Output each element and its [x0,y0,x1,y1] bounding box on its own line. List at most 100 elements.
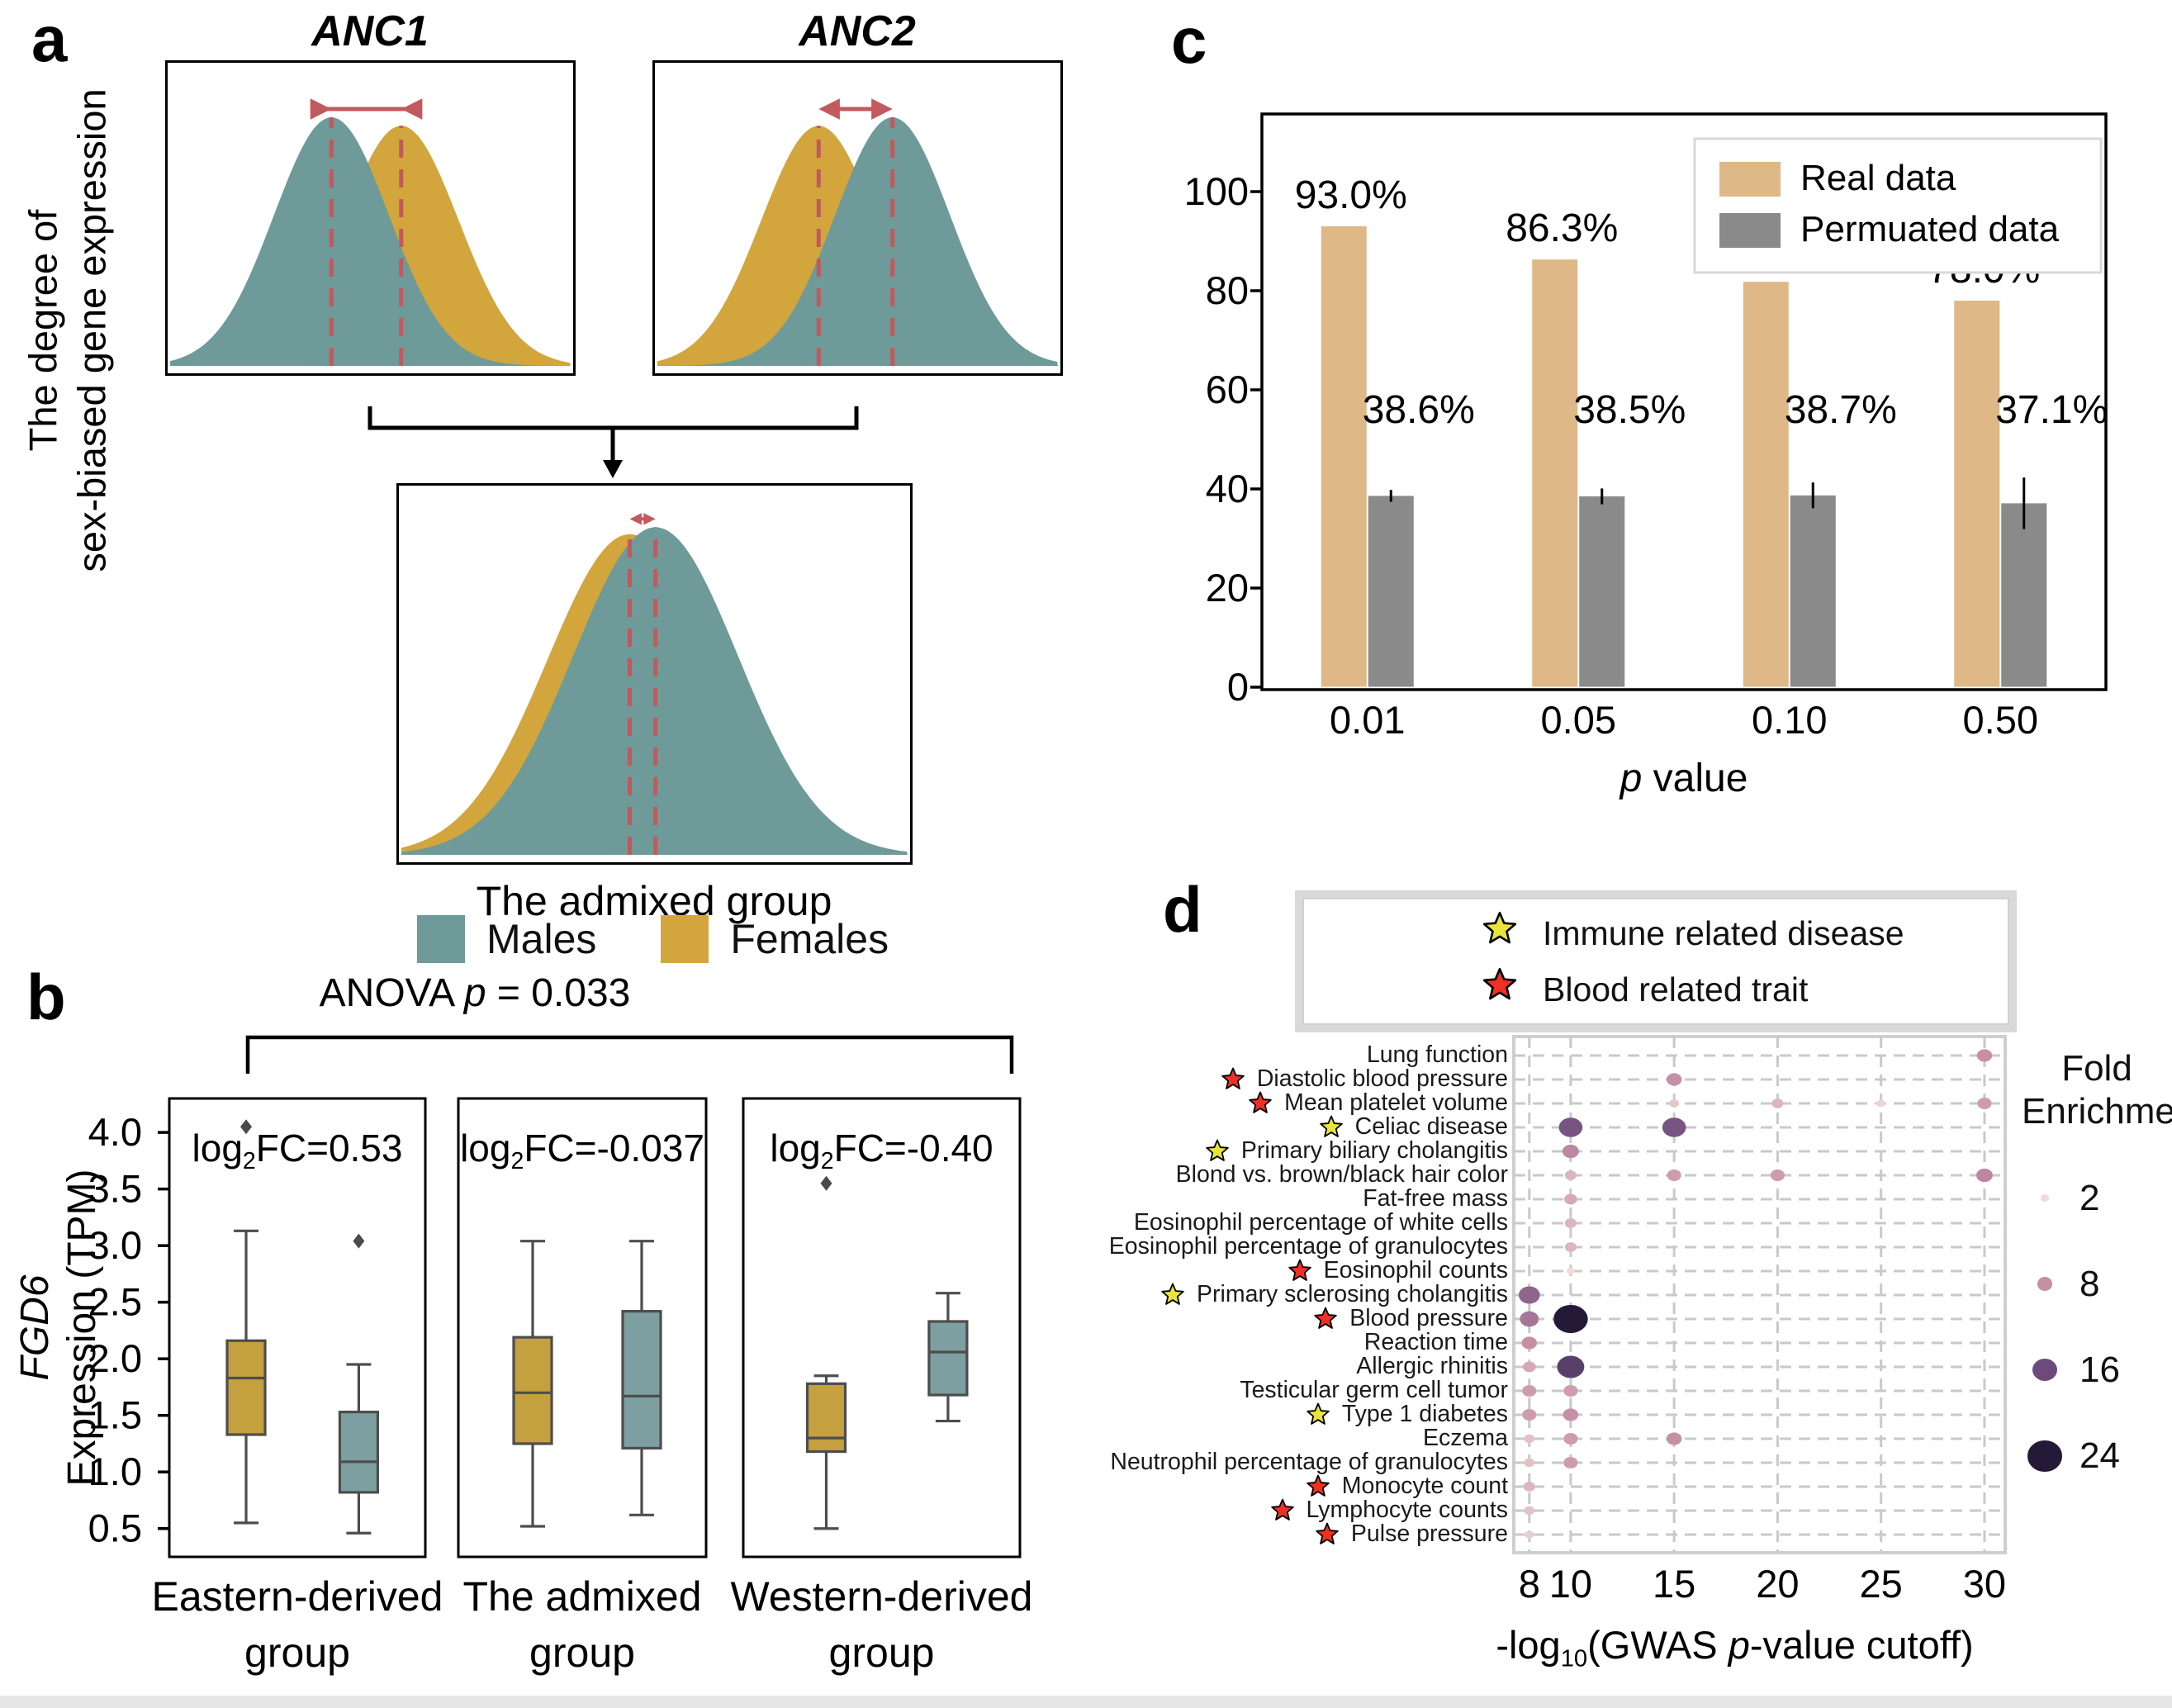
svg-text:0: 0 [1227,665,1249,709]
svg-text:0.01: 0.01 [1330,698,1405,742]
fold-legend-dot [2032,1359,2058,1382]
yellow-star-icon [1319,1115,1343,1137]
trait-row: Blond vs. brown/black hair color [1153,1161,1508,1188]
svg-text:10: 10 [1549,1562,1592,1606]
anc1-title: ANC1 [311,7,429,55]
red-star-icon [1249,1091,1272,1113]
trait-label: Celiac disease [1354,1113,1508,1140]
trait-row: Celiac disease [1153,1113,1508,1140]
trait-row: Eosinophil counts [1153,1257,1508,1283]
svg-text:38.6%: 38.6% [1363,388,1475,432]
trait-row: Monocyte count [1153,1473,1508,1499]
panel-a-y-axis-label-line1: The degree of [21,209,65,452]
panel-a-label: a [31,2,68,75]
red-star-icon [1314,1307,1338,1329]
bar-permuted-0.10 [1790,495,1836,687]
box-males [621,1240,662,1516]
bar-permuted-0.05 [1579,496,1625,687]
panel-b-boxplots: ANOVA p = 0.033 FGD6 Expression (TPM) 4.0 3.… [17,971,1032,1676]
panel-d-trait-labels: Lung function Diastolic blood pressure Mea… [1109,1041,1508,1547]
trait-label: Lung function [1366,1041,1508,1068]
svg-text:ANOVA p = 0.033: ANOVA p = 0.033 [320,971,631,1015]
enrichment-dot [1564,1218,1577,1228]
trait-label: Monocyte count [1341,1473,1508,1499]
boxplot-group-1: log2FC=-0.037 The admixed group [457,1097,708,1676]
enrichment-dot [1525,1530,1534,1539]
females-color-swatch [661,915,709,963]
red-star-icon [1221,1067,1245,1089]
outlier-diamond [820,1175,832,1191]
svg-text:20: 20 [1206,566,1249,610]
svg-text:log2FC=0.53: log2FC=0.53 [192,1127,403,1174]
trait-label: Neutrophil percentage of granulocytes [1110,1449,1508,1475]
svg-text:2.5: 2.5 [88,1280,142,1324]
trait-row: Primary biliary cholangitis [1153,1137,1508,1164]
boxplot-group-0: log2FC=0.53 Eastern-derived group [152,1097,443,1676]
bar-real-0.50 [1954,301,2000,687]
trait-row: Testicular germ cell tumor [1153,1377,1508,1403]
red-star-icon [1316,1522,1339,1544]
fold-legend-item: 24 [2022,1435,2172,1477]
svg-text:1.5: 1.5 [88,1393,142,1437]
trait-row: Mean platelet volume [1153,1089,1508,1116]
bottom-strip [0,1696,2172,1708]
enrichment-dot [1876,1099,1885,1108]
svg-text:FGD6: FGD6 [17,1274,57,1380]
enrichment-dot [1666,1432,1682,1445]
trait-label: Primary sclerosing cholangitis [1197,1281,1508,1307]
admixed-distribution-plot [396,483,913,865]
enrichment-dot [1563,1384,1578,1397]
males-label: Males [486,916,597,962]
svg-text:38.7%: 38.7% [1785,388,1897,432]
svg-text:60: 60 [1206,368,1249,411]
enrichment-dot [1557,1355,1585,1378]
enrichment-dot [1563,1432,1578,1445]
male-distribution [657,117,1058,366]
panel-d-grid [1514,1037,2005,1553]
enrichment-dot [1518,1286,1540,1304]
trait-label: Reaction time [1363,1329,1508,1355]
trait-row: Primary sclerosing cholangitis [1153,1281,1508,1307]
fold-legend-title-line1: Fold [2061,1048,2132,1089]
male-distribution [170,117,571,366]
bar-group-0.05: 86.3% 38.5% 0.05 [1506,206,1686,742]
anc2-title: ANC2 [799,7,916,55]
fold-legend-title-line2: Enrichment [2022,1090,2172,1132]
svg-text:1.0: 1.0 [88,1449,142,1493]
box-males [927,1292,969,1423]
bar-group-0.10: 81.8%38.7%0.10 [1717,229,1897,742]
legend-item-females: Females [661,915,889,963]
trait-label: Diastolic blood pressure [1256,1065,1508,1092]
trait-label: Pulse pressure [1350,1521,1508,1547]
legend-item-males: Males [417,915,596,963]
fold-legend-value: 16 [2080,1349,2120,1390]
trait-row: Eosinophil percentage of granulocytes [1109,1233,1508,1260]
enrichment-dot [1976,1049,1993,1062]
enrichment-dot [1523,1482,1535,1492]
trait-row: Fat-free mass [1153,1185,1508,1212]
trait-row: Neutrophil percentage of granulocytes [1110,1449,1508,1475]
panel-a-y-axis-label: The degree of sex-biased gene expression [19,88,116,572]
admixed-caption: The admixed group [476,878,832,924]
panel-b-y-ticks: 4.0 3.5 3.0 2.5 2.0 1.5 1.0 0.5 [88,1110,169,1550]
panel-c-legend: Real data Permuated data [1693,137,2103,274]
outlier-diamond [240,1119,252,1135]
panel-d-dot-plot: 8 10 15 20 25 30 -log10(GWAS p-value cutoff) [1496,1035,2007,1672]
fold-legend-value: 2 [2080,1177,2100,1218]
svg-text:log2FC=-0.40: log2FC=-0.40 [770,1127,993,1174]
bar-real-0.10 [1743,282,1789,687]
enrichment-dot [1564,1170,1577,1180]
svg-text:-log10(GWAS p-value cutoff): -log10(GWAS p-value cutoff) [1496,1623,1973,1672]
trait-label: Eosinophil percentage of granulocytes [1108,1233,1508,1260]
trait-row: Lung function [1153,1041,1508,1068]
trait-row: Blood pressure [1153,1305,1508,1331]
yellow-star-icon [1307,1402,1330,1425]
fold-enrichment-legend: Fold Enrichment 2 8 16 24 [2022,1047,2172,1477]
trait-label: Eosinophil counts [1323,1257,1508,1283]
trait-label: Allergic rhinitis [1356,1353,1508,1379]
enrichment-dot [1662,1117,1686,1137]
panel-b-label: b [26,961,66,1033]
box-females [225,1119,267,1525]
legend-item-immune: Immune related disease [1482,911,2008,956]
